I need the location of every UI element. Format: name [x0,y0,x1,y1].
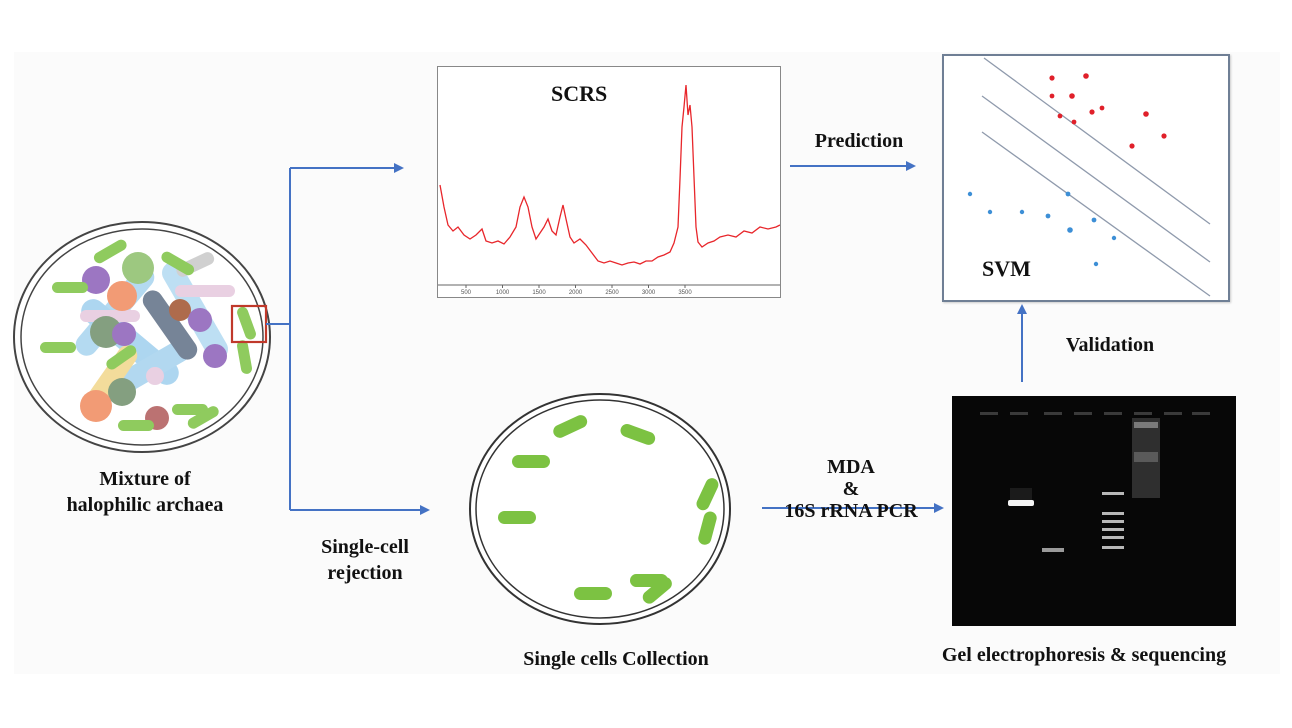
class-b-points [967,191,1117,267]
gel-bands [980,412,1210,552]
mixed-cells [40,239,256,431]
x-tick-label: 500 [461,290,472,296]
gel-label: Gel electrophoresis & sequencing [941,644,1227,666]
branch-connector [266,168,291,510]
svm-label: SVM [982,256,1031,281]
mda-pcr-label: MDA & 16S rRNA PCR [758,456,944,522]
pcr-label: 16S rRNA PCR [784,500,918,522]
x-axis-ticks: 500 1000 1500 2000 2500 3000 3500 [461,285,692,296]
rejection-label-line-1: Single-cell [321,536,409,558]
validation-label: Validation [1065,334,1155,356]
mixture-label-line-2: halophilic archaea [66,494,224,516]
scrs-label: SCRS [551,81,608,106]
single-cells-collection-label: Single cells Collection [523,648,709,670]
gel-image [952,396,1236,626]
prediction-label: Prediction [814,130,904,152]
svm-plot [967,57,1211,297]
mda-label: MDA [827,456,875,478]
svm-panel: SVM [942,54,1230,302]
rejection-label-line-2: rejection [327,562,403,584]
x-tick-label: 2000 [569,290,583,296]
x-tick-label: 1500 [532,290,546,296]
single-cell-rejection-label: Single-cell rejection [300,534,430,586]
x-tick-label: 3000 [642,290,656,296]
ampersand-label: & [842,478,860,500]
mixture-label: Mixture of halophilic archaea [40,466,250,518]
spectrum-line [439,84,781,266]
mixture-label-line-1: Mixture of [99,468,191,490]
x-tick-label: 1000 [496,290,510,296]
class-a-points [1049,73,1167,149]
x-tick-label: 3500 [678,290,692,296]
single-cells-dish [469,393,731,625]
isolated-cells [498,415,719,604]
x-tick-label: 2500 [605,290,619,296]
